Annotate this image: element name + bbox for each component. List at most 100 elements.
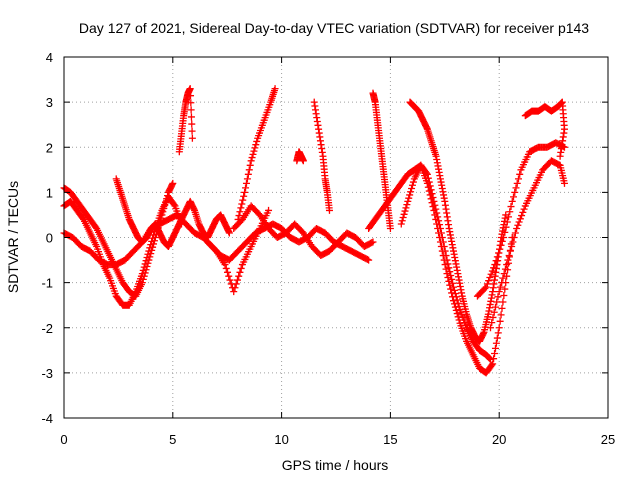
- data-point: [299, 157, 307, 165]
- data-point: [141, 269, 149, 277]
- data-point: [450, 300, 458, 308]
- data-point: [491, 303, 499, 311]
- data-point: [509, 193, 517, 201]
- data-point: [426, 191, 434, 199]
- data-point: [495, 288, 503, 296]
- y-tick-label: -1: [41, 276, 53, 291]
- x-tick-label: 0: [60, 432, 67, 447]
- data-point: [235, 272, 243, 280]
- data-point: [438, 247, 446, 255]
- data-point: [489, 313, 497, 321]
- data-point: [498, 304, 506, 312]
- data-point: [248, 154, 256, 162]
- data-point: [437, 243, 445, 251]
- data-point: [162, 198, 170, 206]
- data-point: [560, 179, 568, 187]
- data-point: [494, 329, 502, 337]
- data-point: [485, 277, 493, 285]
- data-point: [514, 221, 522, 229]
- y-tick-label: 3: [46, 95, 53, 110]
- data-point: [497, 241, 505, 249]
- data-point: [501, 265, 509, 273]
- data-point: [504, 256, 512, 264]
- data-point: [498, 237, 506, 245]
- data-point: [454, 313, 462, 321]
- data-point: [401, 207, 409, 215]
- data-point: [186, 85, 194, 93]
- data-point: [490, 308, 498, 316]
- data-point: [487, 270, 495, 278]
- data-point: [231, 284, 239, 292]
- data-point: [222, 264, 230, 272]
- data-point: [409, 178, 417, 186]
- data-point: [271, 85, 279, 93]
- data-point: [242, 179, 250, 187]
- data-point: [147, 250, 155, 258]
- y-tick-label: 1: [46, 185, 53, 200]
- data-point: [240, 192, 248, 200]
- data-point: [507, 203, 515, 211]
- data-point: [520, 205, 528, 213]
- data-point: [150, 240, 158, 248]
- data-point: [518, 212, 526, 220]
- data-point: [491, 350, 499, 358]
- data-point: [404, 197, 412, 205]
- data-point: [501, 285, 509, 293]
- data-point: [403, 201, 411, 209]
- data-point: [486, 273, 494, 281]
- series-arc-15: [473, 139, 568, 300]
- data-point: [436, 238, 444, 246]
- data-point: [496, 317, 504, 325]
- data-point: [187, 113, 195, 121]
- data-point: [488, 361, 496, 369]
- x-tick-label: 15: [383, 432, 397, 447]
- data-point: [494, 293, 502, 301]
- data-point: [516, 215, 524, 223]
- data-point: [397, 220, 405, 228]
- data-point: [506, 208, 514, 216]
- data-point: [325, 206, 333, 214]
- series-arc-14: [406, 98, 510, 345]
- data-point: [224, 268, 232, 276]
- data-point: [451, 303, 459, 311]
- data-point: [236, 208, 244, 216]
- data-point: [515, 218, 523, 226]
- data-point: [250, 147, 258, 155]
- data-point: [235, 212, 243, 220]
- data-point: [496, 245, 504, 253]
- data-point: [490, 264, 498, 272]
- data-point: [489, 360, 497, 368]
- data-point: [514, 175, 522, 183]
- data-point: [435, 229, 443, 237]
- data-point: [163, 195, 171, 203]
- data-point: [221, 261, 229, 269]
- y-tick-label: -4: [41, 411, 53, 426]
- data-point: [225, 229, 233, 237]
- data-point: [516, 170, 524, 178]
- data-point: [402, 204, 410, 212]
- data-point: [444, 273, 452, 281]
- data-point: [187, 106, 195, 114]
- data-point: [150, 237, 158, 245]
- data-point: [236, 268, 244, 276]
- series-arc-8: [230, 202, 377, 260]
- data-point: [503, 218, 511, 226]
- data-point: [439, 252, 447, 260]
- data-point: [169, 179, 177, 187]
- series-arc-7: [234, 85, 279, 223]
- series-arc-5: [175, 85, 196, 156]
- data-point: [237, 264, 245, 272]
- data-point: [503, 261, 511, 269]
- y-axis-label: SDTVAR / TECUs: [5, 181, 21, 293]
- data-point: [492, 339, 500, 347]
- data-point: [365, 256, 373, 264]
- data-point: [505, 213, 513, 221]
- x-tick-label: 5: [169, 432, 176, 447]
- data-point: [493, 334, 501, 342]
- data-point: [164, 192, 172, 200]
- data-point: [424, 183, 432, 191]
- data-point: [159, 208, 167, 216]
- data-point: [187, 92, 195, 100]
- data-point: [448, 289, 456, 297]
